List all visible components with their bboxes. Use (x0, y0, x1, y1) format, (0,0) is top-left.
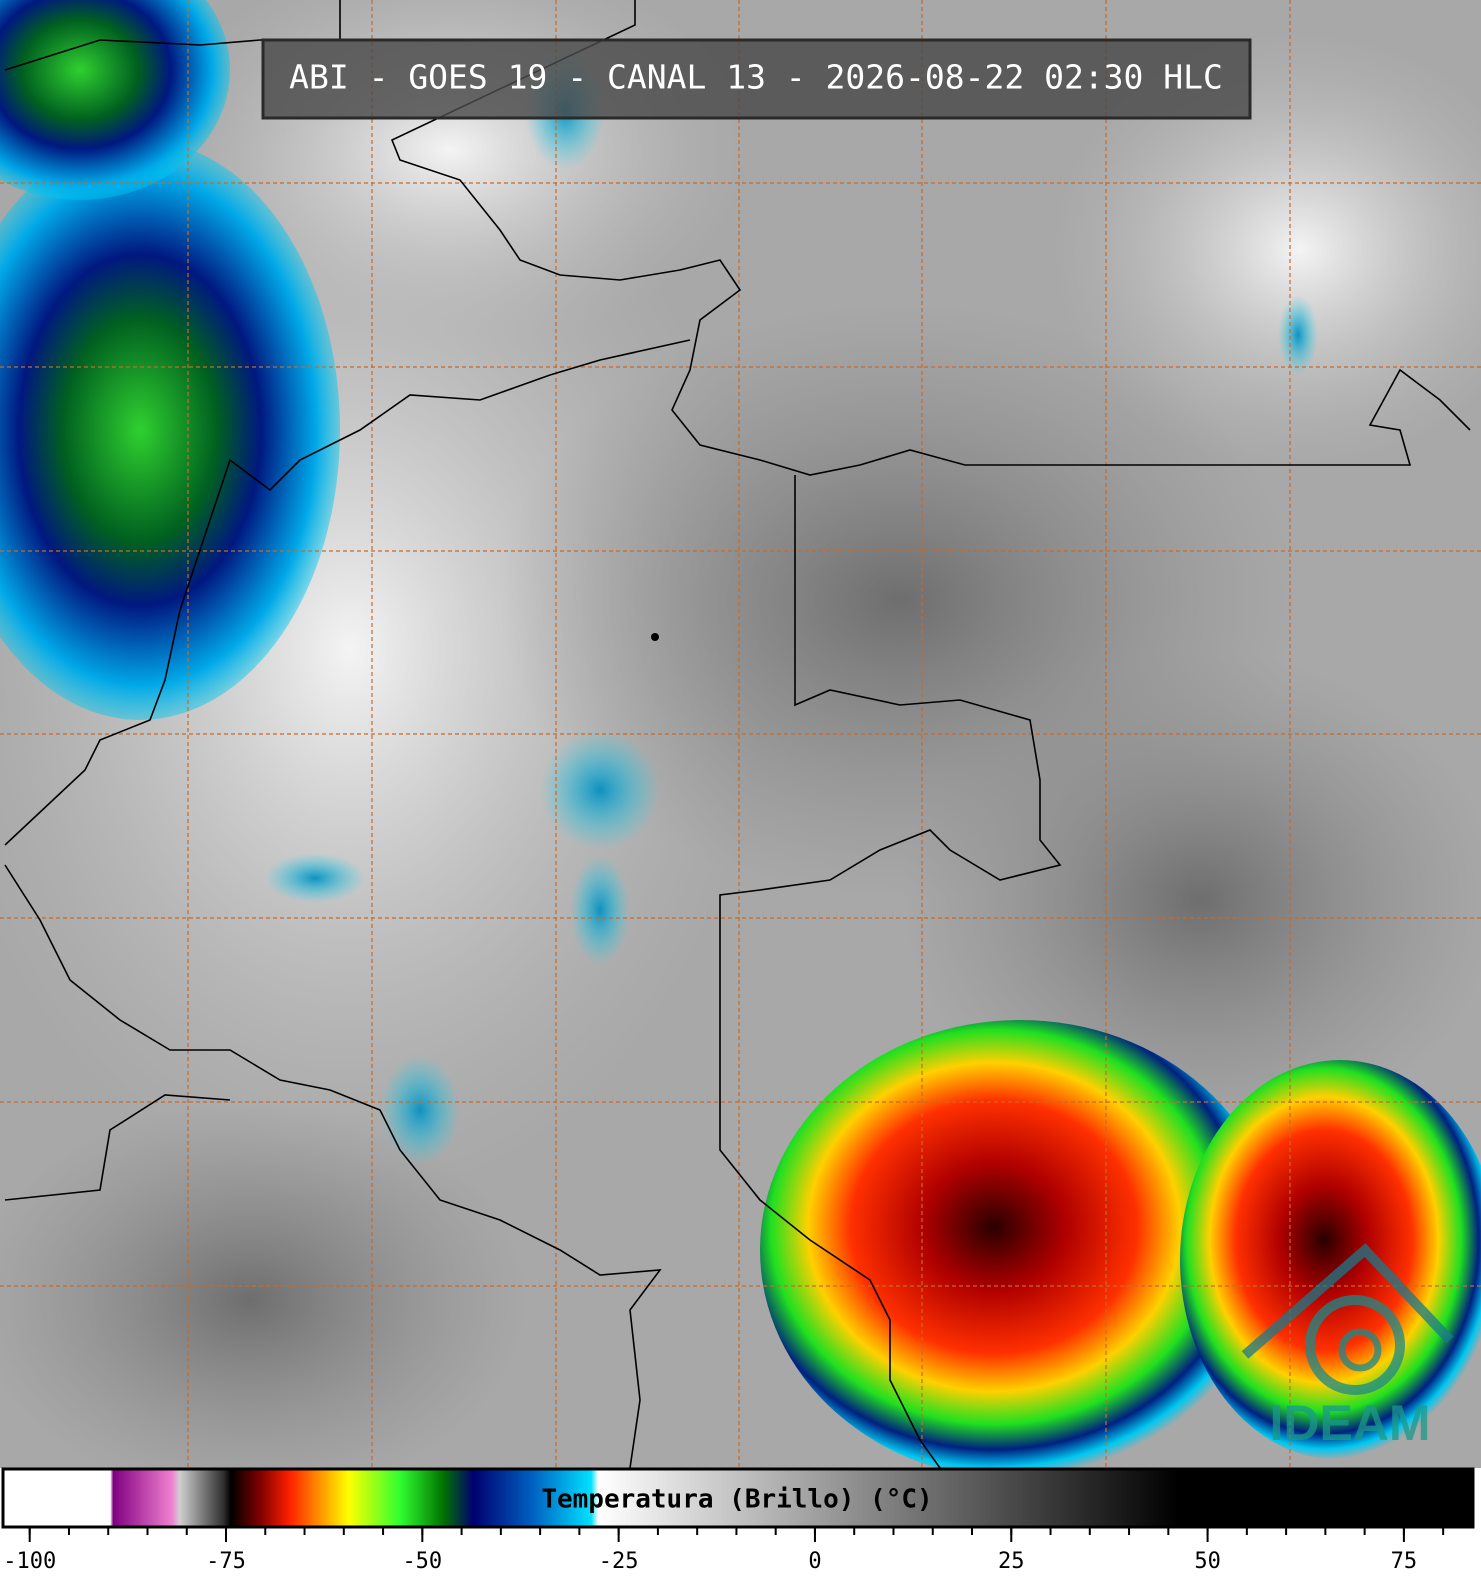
tick-label: -75 (206, 1549, 246, 1574)
tick-label: 75 (1391, 1549, 1418, 1574)
tick-label: 25 (998, 1549, 1025, 1574)
tick-label: -100 (3, 1549, 56, 1574)
satellite-image (0, 0, 1481, 1500)
colorbar: Temperatura (Brillo) (°C) (1, 1467, 1475, 1529)
tick-label: 0 (808, 1549, 821, 1574)
tick-label: -25 (599, 1549, 639, 1574)
logo-text: IDEAM (1269, 1395, 1430, 1451)
graticule (0, 0, 1481, 1468)
title-box: ABI - GOES 19 - CANAL 13 - 2026-08-22 02… (261, 38, 1252, 120)
title: ABI - GOES 19 - CANAL 13 - 2026-08-22 02… (289, 58, 1223, 97)
tick-label: -50 (402, 1549, 442, 1574)
colorbar-label: Temperatura (Brillo) (°C) (541, 1485, 932, 1515)
city-marker (651, 633, 659, 641)
borders (4, 0, 1471, 1469)
logo: IDEAM (1241, 1243, 1454, 1451)
tick-label: 50 (1194, 1549, 1221, 1574)
